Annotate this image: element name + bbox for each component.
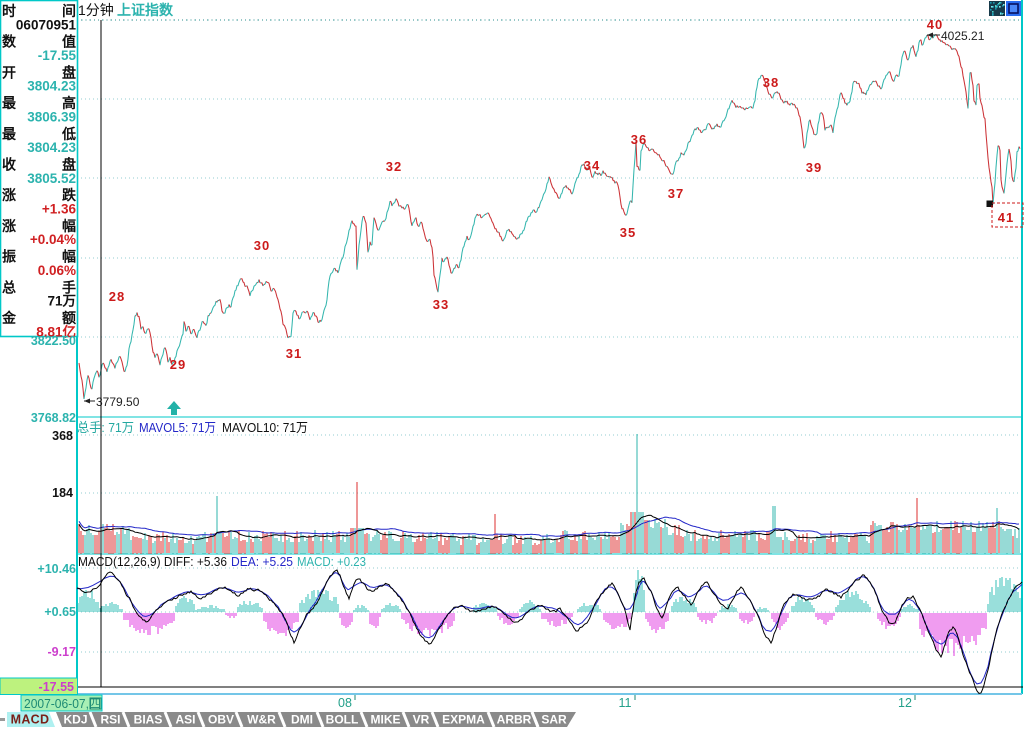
svg-text:MAVOL10: 71万: MAVOL10: 71万 — [222, 420, 308, 435]
svg-text:ARBR: ARBR — [497, 713, 532, 727]
svg-text:37: 37 — [668, 186, 684, 201]
svg-text:收: 收 — [2, 157, 17, 173]
svg-text:低: 低 — [61, 126, 76, 142]
svg-text:RSI: RSI — [100, 713, 120, 727]
svg-text:涨: 涨 — [2, 187, 16, 203]
svg-text:值: 值 — [62, 34, 76, 50]
svg-text:3806.39: 3806.39 — [27, 109, 76, 124]
svg-text:41: 41 — [998, 210, 1014, 225]
svg-text:3804.23: 3804.23 — [27, 140, 76, 155]
svg-text:38: 38 — [763, 75, 779, 90]
svg-text:-17.55: -17.55 — [39, 680, 74, 694]
svg-text:W&R: W&R — [247, 713, 276, 727]
svg-text:368: 368 — [52, 429, 73, 443]
svg-text:2007-06-07,四: 2007-06-07,四 — [24, 697, 101, 711]
svg-text:+10.46: +10.46 — [37, 562, 76, 576]
svg-text:11: 11 — [619, 696, 632, 710]
svg-text:盘: 盘 — [62, 157, 76, 173]
svg-text:08: 08 — [338, 696, 352, 710]
svg-text:8.81亿: 8.81亿 — [36, 323, 76, 339]
svg-text:39: 39 — [806, 160, 822, 175]
svg-text:数: 数 — [2, 34, 17, 50]
svg-text:MACD: MACD — [11, 713, 50, 727]
svg-text:最: 最 — [2, 95, 17, 111]
svg-text:35: 35 — [620, 225, 636, 240]
svg-text:振: 振 — [2, 249, 16, 265]
svg-text:+0.04%: +0.04% — [30, 232, 76, 247]
svg-text:DMI: DMI — [291, 713, 313, 727]
svg-text:71万: 71万 — [47, 294, 76, 309]
svg-text:3805.52: 3805.52 — [27, 171, 76, 186]
svg-text:幅: 幅 — [62, 249, 76, 265]
svg-text:33: 33 — [433, 297, 449, 312]
svg-text:0.06%: 0.06% — [38, 263, 76, 278]
svg-text:36: 36 — [631, 132, 647, 147]
svg-text:28: 28 — [109, 289, 125, 304]
svg-text:跌: 跌 — [62, 187, 77, 203]
svg-text:上证指数: 上证指数 — [117, 2, 174, 18]
svg-text:3768.82: 3768.82 — [31, 411, 76, 425]
svg-text:MAVOL5: 71万: MAVOL5: 71万 — [139, 420, 216, 435]
svg-text:总手: 71万: 总手: 71万 — [77, 420, 134, 435]
svg-text:3804.23: 3804.23 — [27, 79, 76, 94]
svg-text:3822.50: 3822.50 — [31, 334, 76, 348]
svg-text:32: 32 — [386, 159, 402, 174]
svg-text:EXPMA: EXPMA — [442, 713, 485, 727]
svg-text:3779.50: 3779.50 — [96, 395, 140, 409]
svg-text:盘: 盘 — [62, 64, 76, 80]
svg-text:幅: 幅 — [62, 218, 76, 234]
svg-text:MACD(12,26,9) DIFF: +5.36: MACD(12,26,9) DIFF: +5.36 — [78, 554, 227, 569]
svg-text:29: 29 — [170, 357, 186, 372]
svg-text:VR: VR — [413, 713, 430, 727]
svg-text:1分钟: 1分钟 — [78, 2, 114, 18]
svg-text:BOLL: BOLL — [326, 713, 359, 727]
svg-text:+0.65: +0.65 — [44, 605, 76, 619]
svg-text:总: 总 — [2, 279, 16, 295]
svg-text:12: 12 — [898, 696, 912, 710]
svg-text:ASI: ASI — [175, 713, 195, 727]
svg-text:184: 184 — [52, 486, 73, 500]
svg-text:MIKE: MIKE — [371, 713, 401, 727]
svg-text:4025.21: 4025.21 — [941, 29, 985, 43]
svg-text:开: 开 — [2, 64, 16, 80]
svg-text:31: 31 — [286, 346, 302, 361]
svg-text:-9.17: -9.17 — [48, 645, 77, 659]
svg-text:DEA: +5.25: DEA: +5.25 — [231, 554, 293, 569]
svg-text:最: 最 — [2, 126, 17, 142]
svg-text:手: 手 — [62, 279, 76, 295]
svg-text:涨: 涨 — [2, 218, 16, 234]
svg-text:06070951: 06070951 — [16, 17, 77, 32]
svg-text:MACD: +0.23: MACD: +0.23 — [297, 554, 366, 569]
svg-text:时: 时 — [2, 3, 16, 19]
svg-text:40: 40 — [927, 17, 943, 32]
svg-text:高: 高 — [62, 95, 76, 111]
svg-text:额: 额 — [62, 310, 76, 326]
svg-text:+1.36: +1.36 — [42, 202, 77, 217]
svg-text:34: 34 — [584, 158, 600, 173]
svg-text:SAR: SAR — [541, 713, 567, 727]
svg-text:30: 30 — [254, 238, 270, 253]
svg-text:-17.55: -17.55 — [38, 48, 77, 63]
svg-text:OBV: OBV — [208, 713, 234, 727]
svg-text:BIAS: BIAS — [134, 713, 163, 727]
svg-text:KDJ: KDJ — [63, 713, 87, 727]
svg-text:金: 金 — [1, 310, 17, 326]
svg-text:间: 间 — [62, 3, 76, 19]
